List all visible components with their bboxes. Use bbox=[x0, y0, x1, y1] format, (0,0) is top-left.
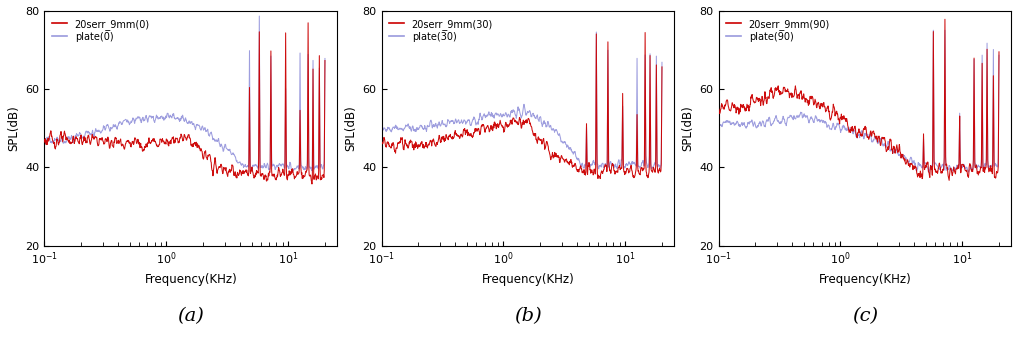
Legend: 20serr_9mm(0), plate(0): 20serr_9mm(0), plate(0) bbox=[49, 16, 153, 45]
Y-axis label: SPL(dB): SPL(dB) bbox=[681, 105, 694, 151]
X-axis label: Frequency(KHz): Frequency(KHz) bbox=[818, 273, 911, 286]
Y-axis label: SPL(dB): SPL(dB) bbox=[7, 105, 20, 151]
Text: (a): (a) bbox=[177, 307, 205, 325]
X-axis label: Frequency(KHz): Frequency(KHz) bbox=[482, 273, 574, 286]
Legend: 20serr_9mm(90), plate(90): 20serr_9mm(90), plate(90) bbox=[724, 16, 833, 45]
Text: (c): (c) bbox=[852, 307, 878, 325]
Y-axis label: SPL(dB): SPL(dB) bbox=[344, 105, 357, 151]
Legend: 20serr_9mm(30), plate(30): 20serr_9mm(30), plate(30) bbox=[387, 16, 496, 45]
X-axis label: Frequency(KHz): Frequency(KHz) bbox=[145, 273, 237, 286]
Text: (b): (b) bbox=[514, 307, 542, 325]
